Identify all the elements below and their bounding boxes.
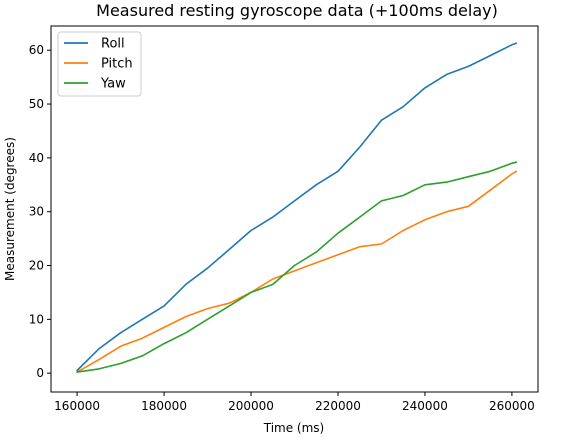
legend-label-yaw: Yaw [100, 77, 126, 92]
plot-area [76, 42, 518, 373]
series-line-yaw [76, 161, 518, 373]
series-line-pitch [76, 170, 518, 373]
legend: Roll Pitch Yaw [57, 31, 142, 97]
x-axis: 160000 180000 200000 220000 240000 260000 [54, 392, 535, 413]
y-tick-label: 20 [29, 259, 44, 273]
x-tick-label: 160000 [54, 399, 100, 413]
x-tick-label: 220000 [315, 399, 361, 413]
y-tick-label: 40 [29, 151, 44, 165]
y-axis: 0 10 20 30 40 50 60 [29, 43, 51, 380]
y-tick-label: 0 [36, 366, 44, 380]
series-line-roll [76, 42, 518, 372]
axes-frame [50, 25, 539, 393]
y-axis-label: Measurement (degrees) [3, 137, 17, 281]
x-axis-label: Time (ms) [263, 421, 325, 435]
legend-label-pitch: Pitch [101, 57, 133, 72]
legend-label-roll: Roll [101, 37, 125, 52]
y-tick-label: 30 [29, 205, 44, 219]
y-tick-label: 10 [29, 312, 44, 326]
x-tick-label: 260000 [489, 399, 535, 413]
legend-box [57, 31, 142, 97]
x-tick-label: 200000 [228, 399, 274, 413]
chart-title: Measured resting gyroscope data (+100ms … [96, 1, 498, 20]
x-tick-label: 240000 [402, 399, 448, 413]
x-tick-label: 180000 [141, 399, 187, 413]
y-tick-label: 60 [29, 43, 44, 57]
y-tick-label: 50 [29, 97, 44, 111]
